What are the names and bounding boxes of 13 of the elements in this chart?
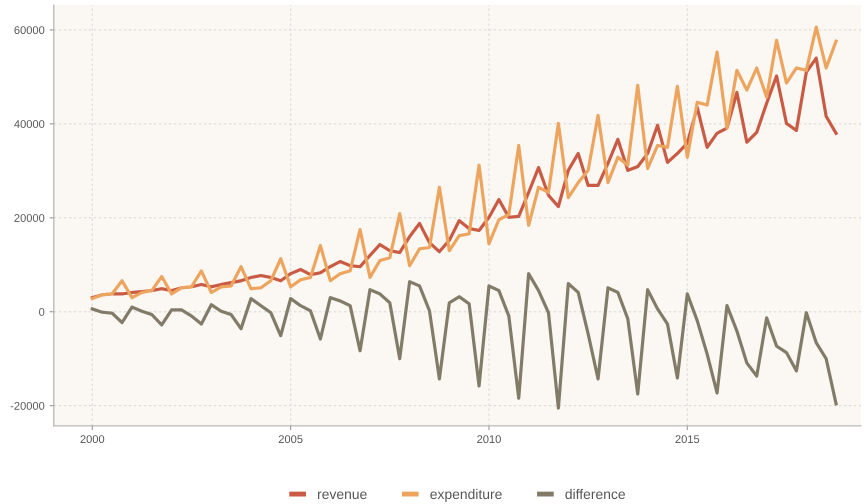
y-tick-label: -20000 [10,402,44,410]
legend-label: revenue [318,491,367,500]
x-tick-label: 2000 [80,435,104,444]
y-tick-label: 60000 [14,26,44,34]
y-tick-label: 20000 [14,214,44,222]
legend-label: difference [565,488,625,500]
x-tick-label: 2010 [477,435,501,444]
x-tick-label: 2015 [676,435,700,444]
y-tick-label: 0 [39,308,44,316]
legend-label: expenditure [430,488,502,502]
y-tick-label: 40000 [14,120,44,128]
x-tick-label: 2005 [278,435,303,444]
line-series [90,272,838,410]
